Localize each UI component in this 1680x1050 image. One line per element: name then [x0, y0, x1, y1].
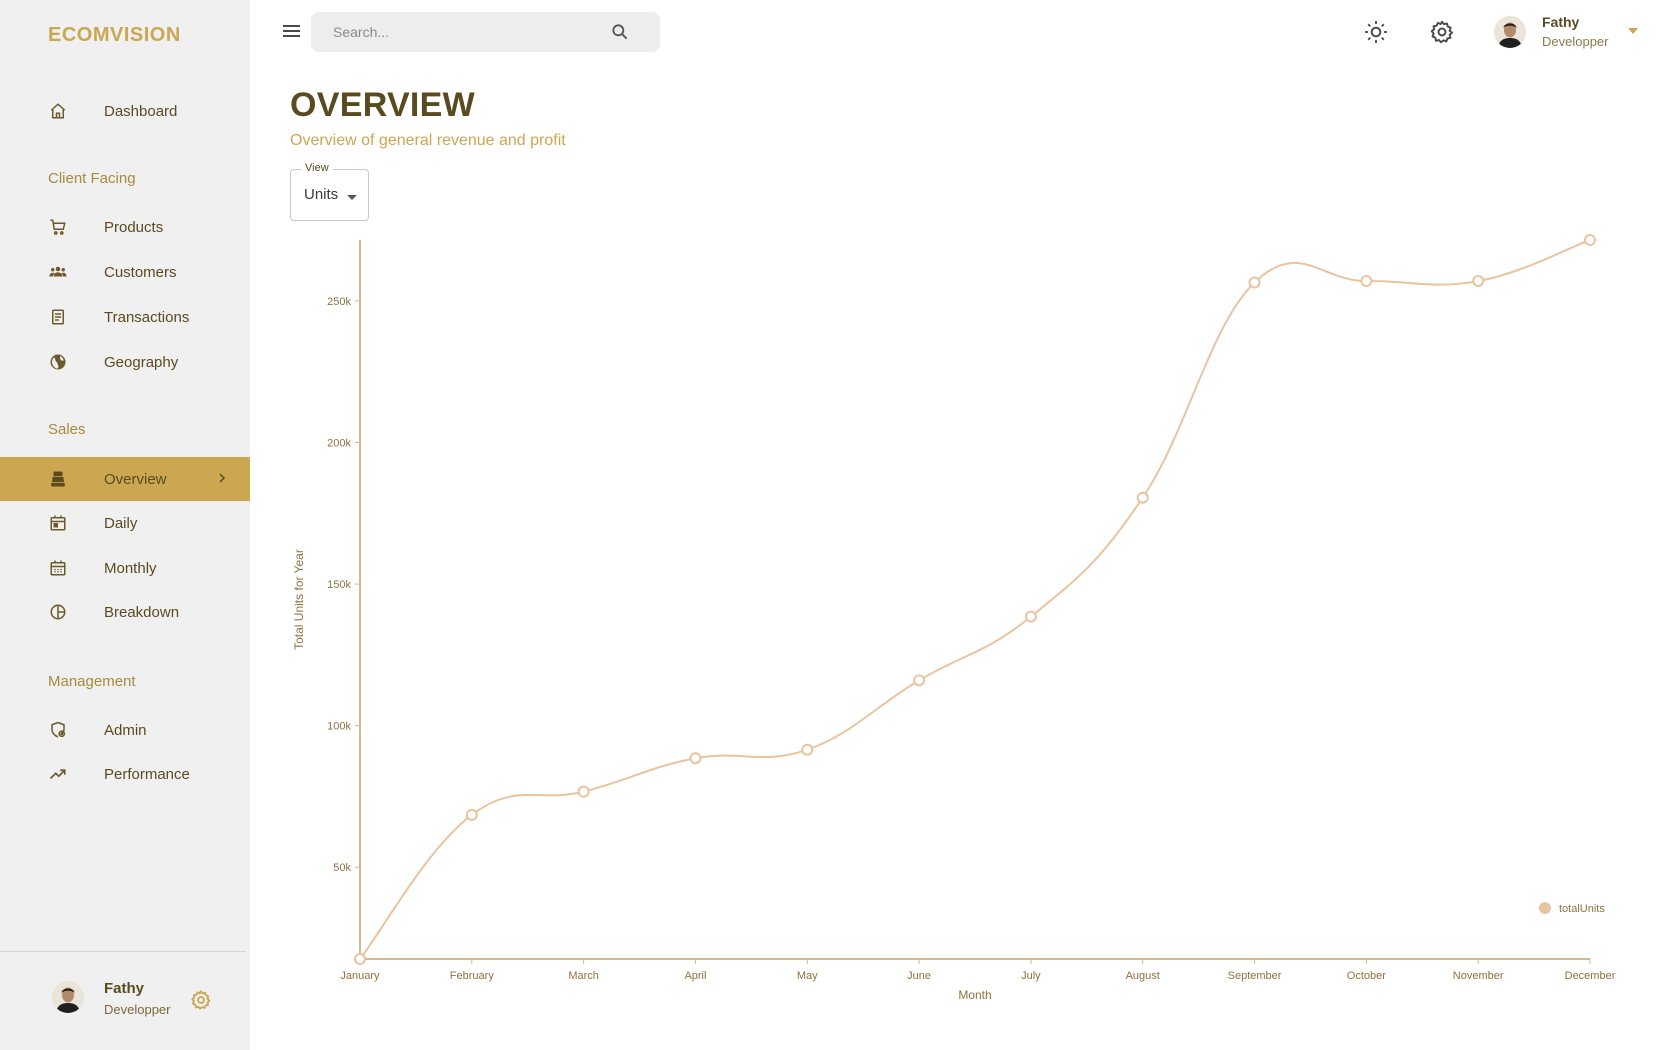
data-point [1472, 275, 1485, 288]
legend-swatch [1539, 902, 1551, 914]
x-tick-label: April [684, 970, 706, 982]
receipt-icon [48, 307, 68, 327]
series-line-totalUnits [359, 239, 1591, 960]
sidebar-item-label: Monthly [104, 559, 157, 577]
sidebar-item-label: Admin [104, 721, 147, 739]
home-icon [48, 101, 68, 121]
sidebar-item-dashboard[interactable]: Dashboard [0, 89, 250, 133]
chevron-right-icon [216, 471, 228, 487]
sidebar-user-profile: Fathy Developper [0, 951, 246, 1050]
y-tick-label: 150k [327, 579, 351, 591]
data-point [1024, 610, 1037, 623]
x-tick-label: June [907, 970, 931, 982]
globe-icon [48, 352, 68, 372]
sidebar-item-overview[interactable]: Overview [0, 457, 250, 501]
data-point [1248, 276, 1261, 289]
data-point [1360, 275, 1373, 288]
user-menu-button[interactable]: Fathy Developper [1494, 14, 1674, 54]
footer-user-name: Fathy [104, 980, 145, 997]
calendar-month-icon [48, 558, 68, 578]
user-role: Developper [1542, 34, 1609, 49]
sidebar-item-daily[interactable]: Daily [0, 501, 250, 545]
x-tick-label: November [1453, 970, 1504, 982]
pie-chart-icon [48, 602, 68, 622]
user-name: Fathy [1542, 14, 1580, 30]
x-tick-label: September [1228, 970, 1282, 982]
menu-toggle-icon[interactable] [282, 22, 302, 40]
legend-label: totalUnits [1559, 903, 1605, 915]
sidebar-item-performance[interactable]: Performance [0, 752, 250, 796]
search-input[interactable] [333, 22, 593, 42]
group-icon [48, 262, 68, 282]
sidebar: ECOMVISION Dashboard Client Facing Produ… [0, 0, 250, 1050]
sidebar-item-transactions[interactable]: Transactions [0, 295, 250, 339]
x-tick-label: May [797, 970, 818, 982]
data-point [1584, 234, 1596, 246]
view-select-value: Units [304, 186, 339, 203]
x-tick-label: July [1021, 970, 1041, 982]
sidebar-item-label: Daily [104, 514, 138, 532]
y-tick-label: 100k [327, 721, 351, 733]
data-point [801, 743, 814, 756]
dropdown-arrow-icon [347, 195, 357, 200]
cart-icon [48, 217, 68, 237]
x-tick-label: October [1347, 970, 1386, 982]
data-point [354, 953, 366, 965]
data-point [465, 808, 478, 821]
x-tick-label: February [450, 970, 495, 982]
x-tick-label: March [568, 970, 599, 982]
x-tick-label: January [340, 970, 380, 982]
sidebar-item-label: Customers [104, 263, 177, 281]
y-axis-label: Total Units for Year [292, 549, 306, 650]
caret-down-icon [1628, 28, 1638, 34]
gear-icon[interactable] [190, 989, 212, 1016]
sidebar-item-label: Performance [104, 765, 190, 783]
settings-icon[interactable] [1429, 19, 1455, 45]
y-tick-label: 200k [327, 437, 351, 449]
data-point [1136, 491, 1149, 504]
view-select[interactable]: View Units [290, 162, 369, 221]
point-of-sale-icon [48, 469, 68, 489]
sidebar-item-label: Dashboard [104, 102, 178, 120]
brand-logo[interactable]: ECOMVISION [48, 24, 181, 46]
admin-panel-icon [48, 720, 68, 740]
search-icon[interactable] [610, 22, 630, 47]
sidebar-item-label: Products [104, 218, 164, 236]
x-tick-label: December [1565, 970, 1616, 982]
sidebar-item-label: Breakdown [104, 603, 180, 621]
avatar [1494, 16, 1526, 48]
calendar-today-icon [48, 513, 68, 533]
sidebar-item-products[interactable]: Products [0, 205, 250, 249]
page-subtitle: Overview of general revenue and profit [290, 132, 566, 149]
sidebar-item-breakdown[interactable]: Breakdown [0, 590, 250, 634]
x-tick-label: August [1126, 970, 1160, 982]
sidebar-item-label: Overview [104, 470, 167, 488]
x-axis-label: Month [958, 988, 991, 1002]
search-bar [311, 12, 660, 52]
sidebar-item-label: Geography [104, 353, 179, 371]
avatar[interactable] [52, 981, 84, 1013]
y-tick-label: 50k [333, 862, 351, 874]
page-title: OVERVIEW [290, 86, 476, 124]
data-point [913, 674, 926, 687]
section-sales: Sales [48, 421, 86, 438]
sidebar-item-label: Transactions [104, 308, 190, 326]
light-mode-icon[interactable] [1363, 19, 1389, 45]
data-point [577, 785, 590, 798]
y-tick-label: 250k [327, 296, 351, 308]
data-point [689, 752, 702, 765]
section-management: Management [48, 673, 136, 690]
trending-up-icon [48, 764, 68, 784]
view-select-label: View [301, 162, 333, 174]
section-client-facing: Client Facing [48, 170, 136, 187]
sidebar-item-geography[interactable]: Geography [0, 340, 250, 384]
sidebar-item-monthly[interactable]: Monthly [0, 546, 250, 590]
footer-user-role: Developper [104, 1002, 171, 1017]
sidebar-item-admin[interactable]: Admin [0, 708, 250, 752]
sidebar-item-customers[interactable]: Customers [0, 250, 250, 294]
